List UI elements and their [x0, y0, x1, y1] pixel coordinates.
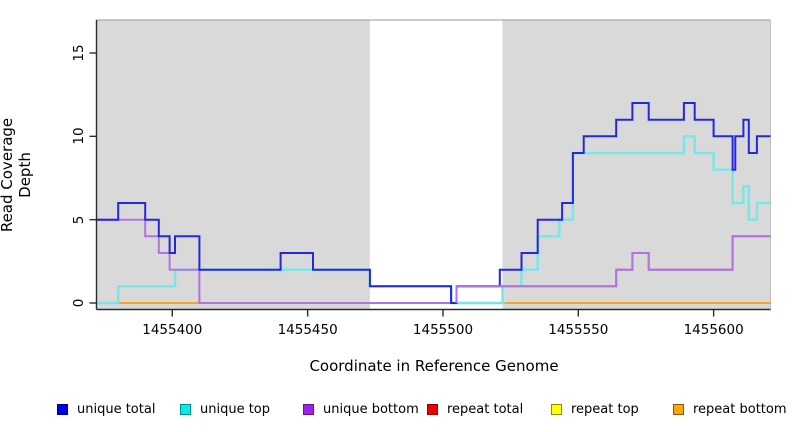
y-tick-label: 10 [71, 127, 87, 145]
y-axis-title: Read Coverage Depth [0, 117, 34, 233]
legend-label: repeat top [571, 401, 639, 417]
legend-item-repeat-bottom: repeat bottom [673, 399, 787, 419]
shaded-region [502, 20, 771, 310]
legend-swatch [180, 403, 191, 415]
legend-item-unique-bottom: unique bottom [303, 399, 419, 419]
legend-label: unique bottom [323, 401, 419, 417]
x-tick-label: 1455500 [412, 322, 474, 338]
legend-label: unique total [77, 401, 156, 417]
legend-item-unique-top: unique top [180, 399, 270, 419]
legend-swatch [551, 403, 562, 415]
shaded-region [96, 20, 370, 310]
legend-item-repeat-total: repeat total [427, 399, 523, 419]
legend-swatch [57, 403, 68, 415]
y-tick-label: 5 [71, 215, 87, 224]
chart-legend: unique total unique top unique bottom repea… [0, 399, 792, 423]
legend-label: repeat bottom [693, 401, 787, 417]
legend-item-unique-total: unique total [57, 399, 155, 419]
x-tick-label: 1455400 [142, 322, 203, 338]
legend-label: unique top [200, 401, 271, 417]
legend-swatch [303, 403, 314, 415]
x-tick-label: 1455600 [683, 322, 744, 338]
legend-swatch [673, 403, 684, 415]
x-axis-title: Coordinate in Reference Genome [309, 357, 559, 375]
legend-label: repeat total [447, 401, 524, 417]
series-unique-total [96, 102, 771, 304]
y-tick-label: 0 [71, 298, 87, 308]
x-tick-label: 1455450 [277, 322, 338, 338]
series-unique-bottom-overlay [455, 235, 771, 303]
x-tick-label: 1455550 [548, 322, 609, 338]
legend-item-repeat-top: repeat top [551, 399, 639, 419]
y-tick-label: 15 [71, 44, 87, 62]
legend-swatch [427, 403, 438, 415]
